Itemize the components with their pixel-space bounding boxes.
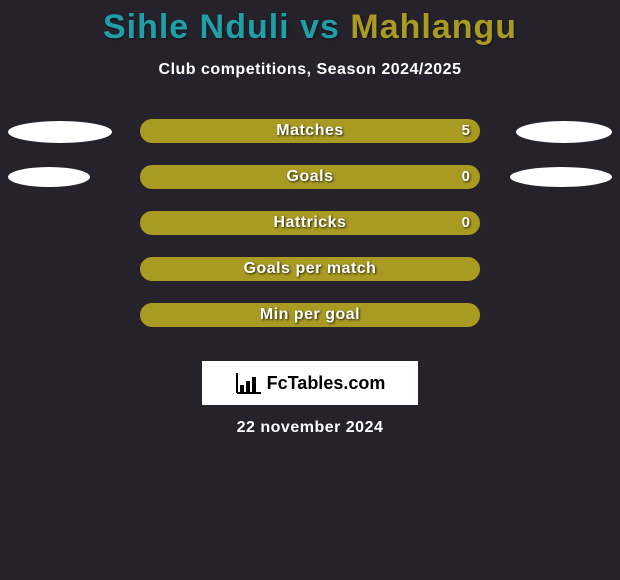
marker-dot-left [8,121,112,143]
marker-dot-left [8,167,90,187]
bar-chart-icon [235,371,263,395]
stat-label: Goals per match [140,257,480,281]
logo-box: FcTables.com [202,361,418,405]
marker-dot-right [516,121,612,143]
title-player1: Sihle Nduli [103,8,290,46]
stat-label: Matches [140,119,480,143]
stat-label: Min per goal [140,303,480,327]
date-text: 22 november 2024 [0,419,620,437]
stat-row: 0Hattricks [0,211,620,257]
stat-row: 5Matches [0,119,620,165]
stat-row: 0Goals [0,165,620,211]
comparison-infographic: Sihle Nduli vs Mahlangu Club competition… [0,0,620,580]
marker-dot-right [510,167,612,187]
stat-label: Goals [140,165,480,189]
subtitle: Club competitions, Season 2024/2025 [0,61,620,79]
stats-rows: 5Matches0Goals0HattricksGoals per match M… [0,119,620,349]
title-vs: vs [300,8,340,46]
title-player2: Mahlangu [350,8,517,46]
stat-label: Hattricks [140,211,480,235]
logo-text: FcTables.com [267,373,386,394]
stat-row: Min per goal [0,303,620,349]
stat-row: Goals per match [0,257,620,303]
page-title: Sihle Nduli vs Mahlangu [0,0,620,47]
